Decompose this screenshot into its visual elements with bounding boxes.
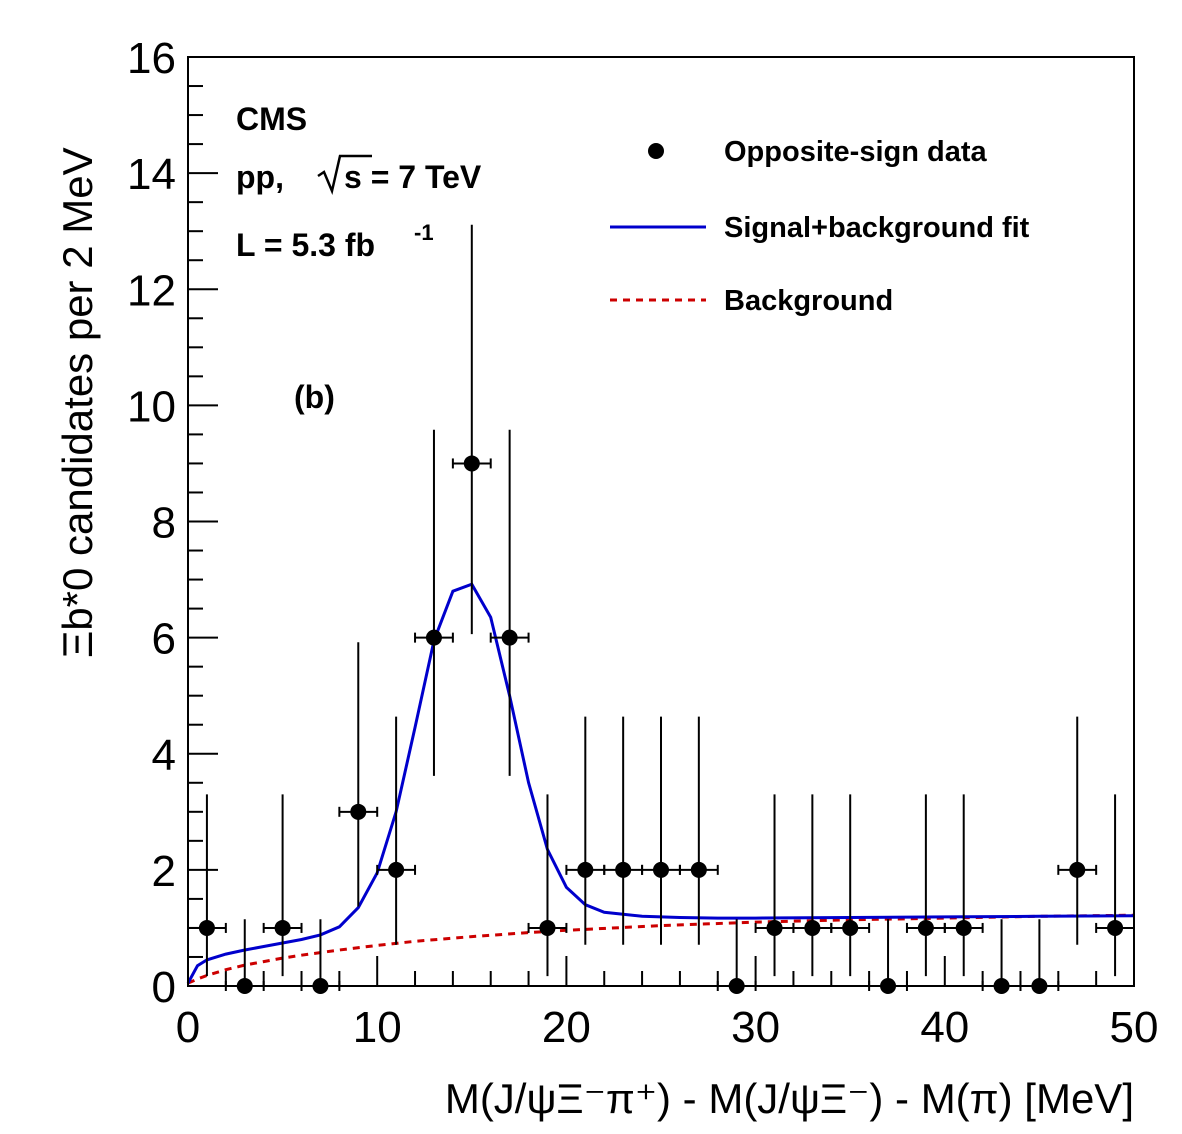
luminosity-label: L = 5.3 fb	[236, 227, 375, 263]
axis-ticks	[187, 56, 1135, 987]
data-marker	[198, 919, 215, 936]
data-marker	[501, 629, 518, 646]
data-marker	[653, 861, 669, 878]
y-tick-label: 2	[152, 847, 176, 896]
data-marker	[690, 861, 707, 878]
data-point	[451, 224, 492, 635]
data-point	[1095, 794, 1135, 977]
plot-frame	[187, 56, 1135, 987]
panel-label: (b)	[294, 379, 335, 415]
data-point	[262, 794, 303, 977]
x-tick-label: 30	[731, 1003, 780, 1052]
x-tick-label: 0	[176, 1003, 200, 1052]
data-marker	[917, 919, 934, 936]
y-tick-label: 4	[152, 731, 176, 780]
data-point	[754, 794, 795, 977]
legend: Opposite-sign data Signal+background fit…	[610, 136, 1030, 317]
data-marker	[577, 861, 594, 878]
data-point	[376, 716, 417, 945]
y-axis-title: Ξb*0 candidates per 2 MeV	[54, 147, 101, 658]
data-marker	[1107, 919, 1124, 936]
data-point	[489, 429, 530, 776]
legend-marker-data	[648, 143, 664, 159]
energy-label: s = 7 TeV	[344, 159, 482, 195]
data-marker	[615, 861, 632, 878]
data-point	[187, 794, 227, 977]
y-tick-label: 12	[127, 266, 176, 315]
data-point	[678, 716, 719, 945]
x-axis-title: M(J/ψΞ⁻π⁺) - M(J/ψΞ⁻) - M(π) [MeV]	[445, 1075, 1134, 1122]
data-marker	[804, 919, 821, 936]
data-point	[414, 429, 454, 776]
data-marker	[463, 455, 480, 472]
data-marker	[955, 919, 972, 936]
experiment-label: CMS	[236, 101, 307, 137]
x-tick-label: 50	[1110, 1003, 1159, 1052]
legend-label-data: Opposite-sign data	[724, 136, 988, 168]
data-point	[527, 794, 568, 977]
data-point	[830, 794, 871, 977]
data-marker	[1069, 861, 1086, 878]
data-point	[641, 716, 681, 945]
y-tick-label: 8	[152, 499, 176, 548]
data-marker	[274, 919, 291, 936]
y-tick-label: 0	[152, 963, 176, 1012]
data-marker	[766, 919, 783, 936]
y-tick-label: 14	[127, 150, 176, 199]
data-marker	[388, 861, 405, 878]
y-tick-label: 10	[127, 382, 176, 431]
data-point	[338, 642, 379, 907]
luminosity-exponent: -1	[414, 220, 434, 245]
data-point	[905, 794, 946, 977]
data-point	[943, 794, 984, 977]
data-marker	[425, 629, 442, 646]
data-marker	[539, 919, 556, 936]
data-marker	[842, 919, 859, 936]
x-tick-label: 20	[542, 1003, 591, 1052]
y-tick-label: 16	[127, 34, 176, 83]
sqrt-symbol	[317, 154, 372, 196]
tick-labels: 0 10 20 30 40 50 0 2 4 6 8 10 12 14 16	[127, 34, 1158, 1052]
x-tick-label: 10	[353, 1003, 402, 1052]
legend-label-fit: Signal+background fit	[724, 212, 1030, 244]
x-tick-label: 40	[920, 1003, 969, 1052]
data-point	[1057, 716, 1098, 945]
signal-plus-background-curve	[186, 582, 1135, 984]
energy-prefix: pp,	[236, 159, 284, 195]
legend-label-background: Background	[724, 285, 893, 317]
y-tick-label: 6	[152, 615, 176, 664]
data-marker	[350, 803, 367, 820]
